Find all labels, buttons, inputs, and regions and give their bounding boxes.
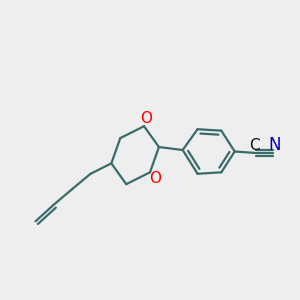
Text: O: O: [149, 171, 161, 186]
Text: C: C: [249, 138, 260, 153]
Text: N: N: [268, 136, 281, 154]
Text: O: O: [140, 111, 152, 126]
